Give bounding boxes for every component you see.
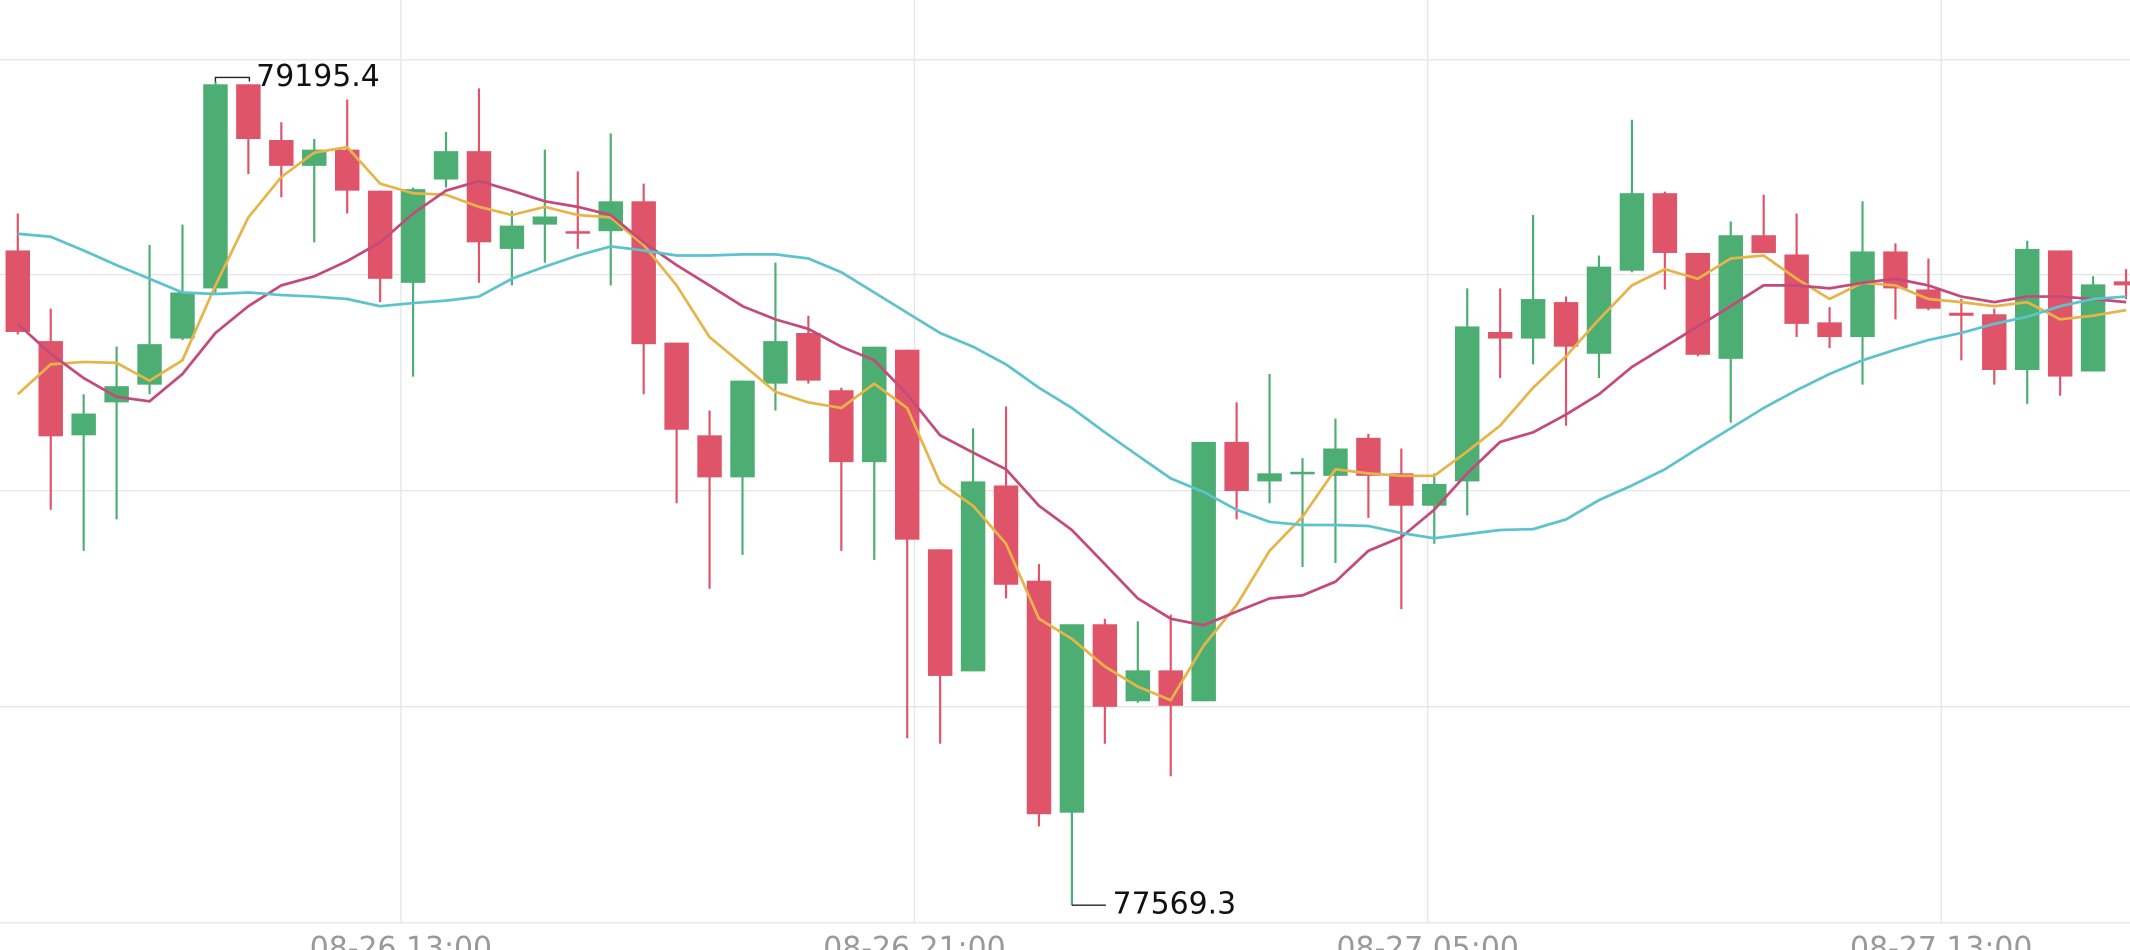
candle-body xyxy=(1949,312,1974,316)
candle-body xyxy=(763,341,788,384)
candle-body xyxy=(1290,471,1315,475)
candle-body xyxy=(1224,441,1249,492)
candle-body xyxy=(236,84,261,139)
candle-body xyxy=(1356,437,1381,476)
candle-body xyxy=(302,149,327,166)
candle-body xyxy=(1389,473,1414,506)
candle-body xyxy=(796,333,821,381)
candle-body xyxy=(466,151,492,243)
x-tick-label: 08-26 21:00 xyxy=(823,931,1005,950)
candle-body xyxy=(2047,250,2073,377)
candle-body xyxy=(5,250,31,332)
candle-body xyxy=(1850,251,1875,338)
max-annotation: 79195.4 xyxy=(256,59,380,94)
candle-body xyxy=(1817,322,1842,338)
candle-body xyxy=(927,549,953,676)
x-tick-label: 08-27 13:00 xyxy=(1850,931,2032,950)
x-tick-label: 08-26 13:00 xyxy=(310,931,492,950)
candle-body xyxy=(664,342,689,430)
candle-body xyxy=(1487,331,1513,339)
candle-body xyxy=(137,344,162,385)
moving-average-line xyxy=(16,179,2127,627)
candle-body xyxy=(1520,299,1546,339)
moving-average-line xyxy=(16,145,2127,702)
candle-body xyxy=(1751,235,1776,253)
candle-body xyxy=(1685,252,1711,355)
candle-body xyxy=(1323,448,1348,476)
candle-body xyxy=(499,225,525,249)
candle-body xyxy=(433,151,459,180)
candle-body xyxy=(400,189,426,283)
candle-body xyxy=(730,380,755,478)
candle-body xyxy=(1718,235,1743,359)
candle-body xyxy=(894,349,920,540)
x-tick-label: 08-27 05:00 xyxy=(1337,931,1519,950)
candle-body xyxy=(2014,248,2040,370)
candle-body xyxy=(960,481,986,672)
candle-body xyxy=(1059,624,1085,813)
candle-body xyxy=(532,216,558,225)
max-annotation-line xyxy=(214,76,251,82)
candle-body xyxy=(1883,251,1908,289)
candle-body xyxy=(565,231,591,234)
candle-body xyxy=(203,84,228,289)
moving-average-line xyxy=(17,232,2127,540)
candle-body xyxy=(2113,281,2130,286)
candle-body xyxy=(631,201,656,345)
candle-body xyxy=(1784,254,1809,324)
candle-body xyxy=(1619,193,1645,271)
candle-body xyxy=(697,435,722,478)
candle-body xyxy=(71,413,96,436)
candle-body xyxy=(38,341,63,437)
candle-body xyxy=(104,386,129,403)
candle-body xyxy=(1422,483,1447,506)
min-annotation: 77569.3 xyxy=(1113,887,1237,922)
candle-body xyxy=(269,140,294,166)
candle-body xyxy=(1454,326,1480,482)
candle-body xyxy=(170,292,195,339)
candle-body xyxy=(1553,302,1579,347)
candle-body xyxy=(862,346,887,463)
candle-body xyxy=(1652,193,1678,253)
candle-body xyxy=(1257,473,1282,482)
